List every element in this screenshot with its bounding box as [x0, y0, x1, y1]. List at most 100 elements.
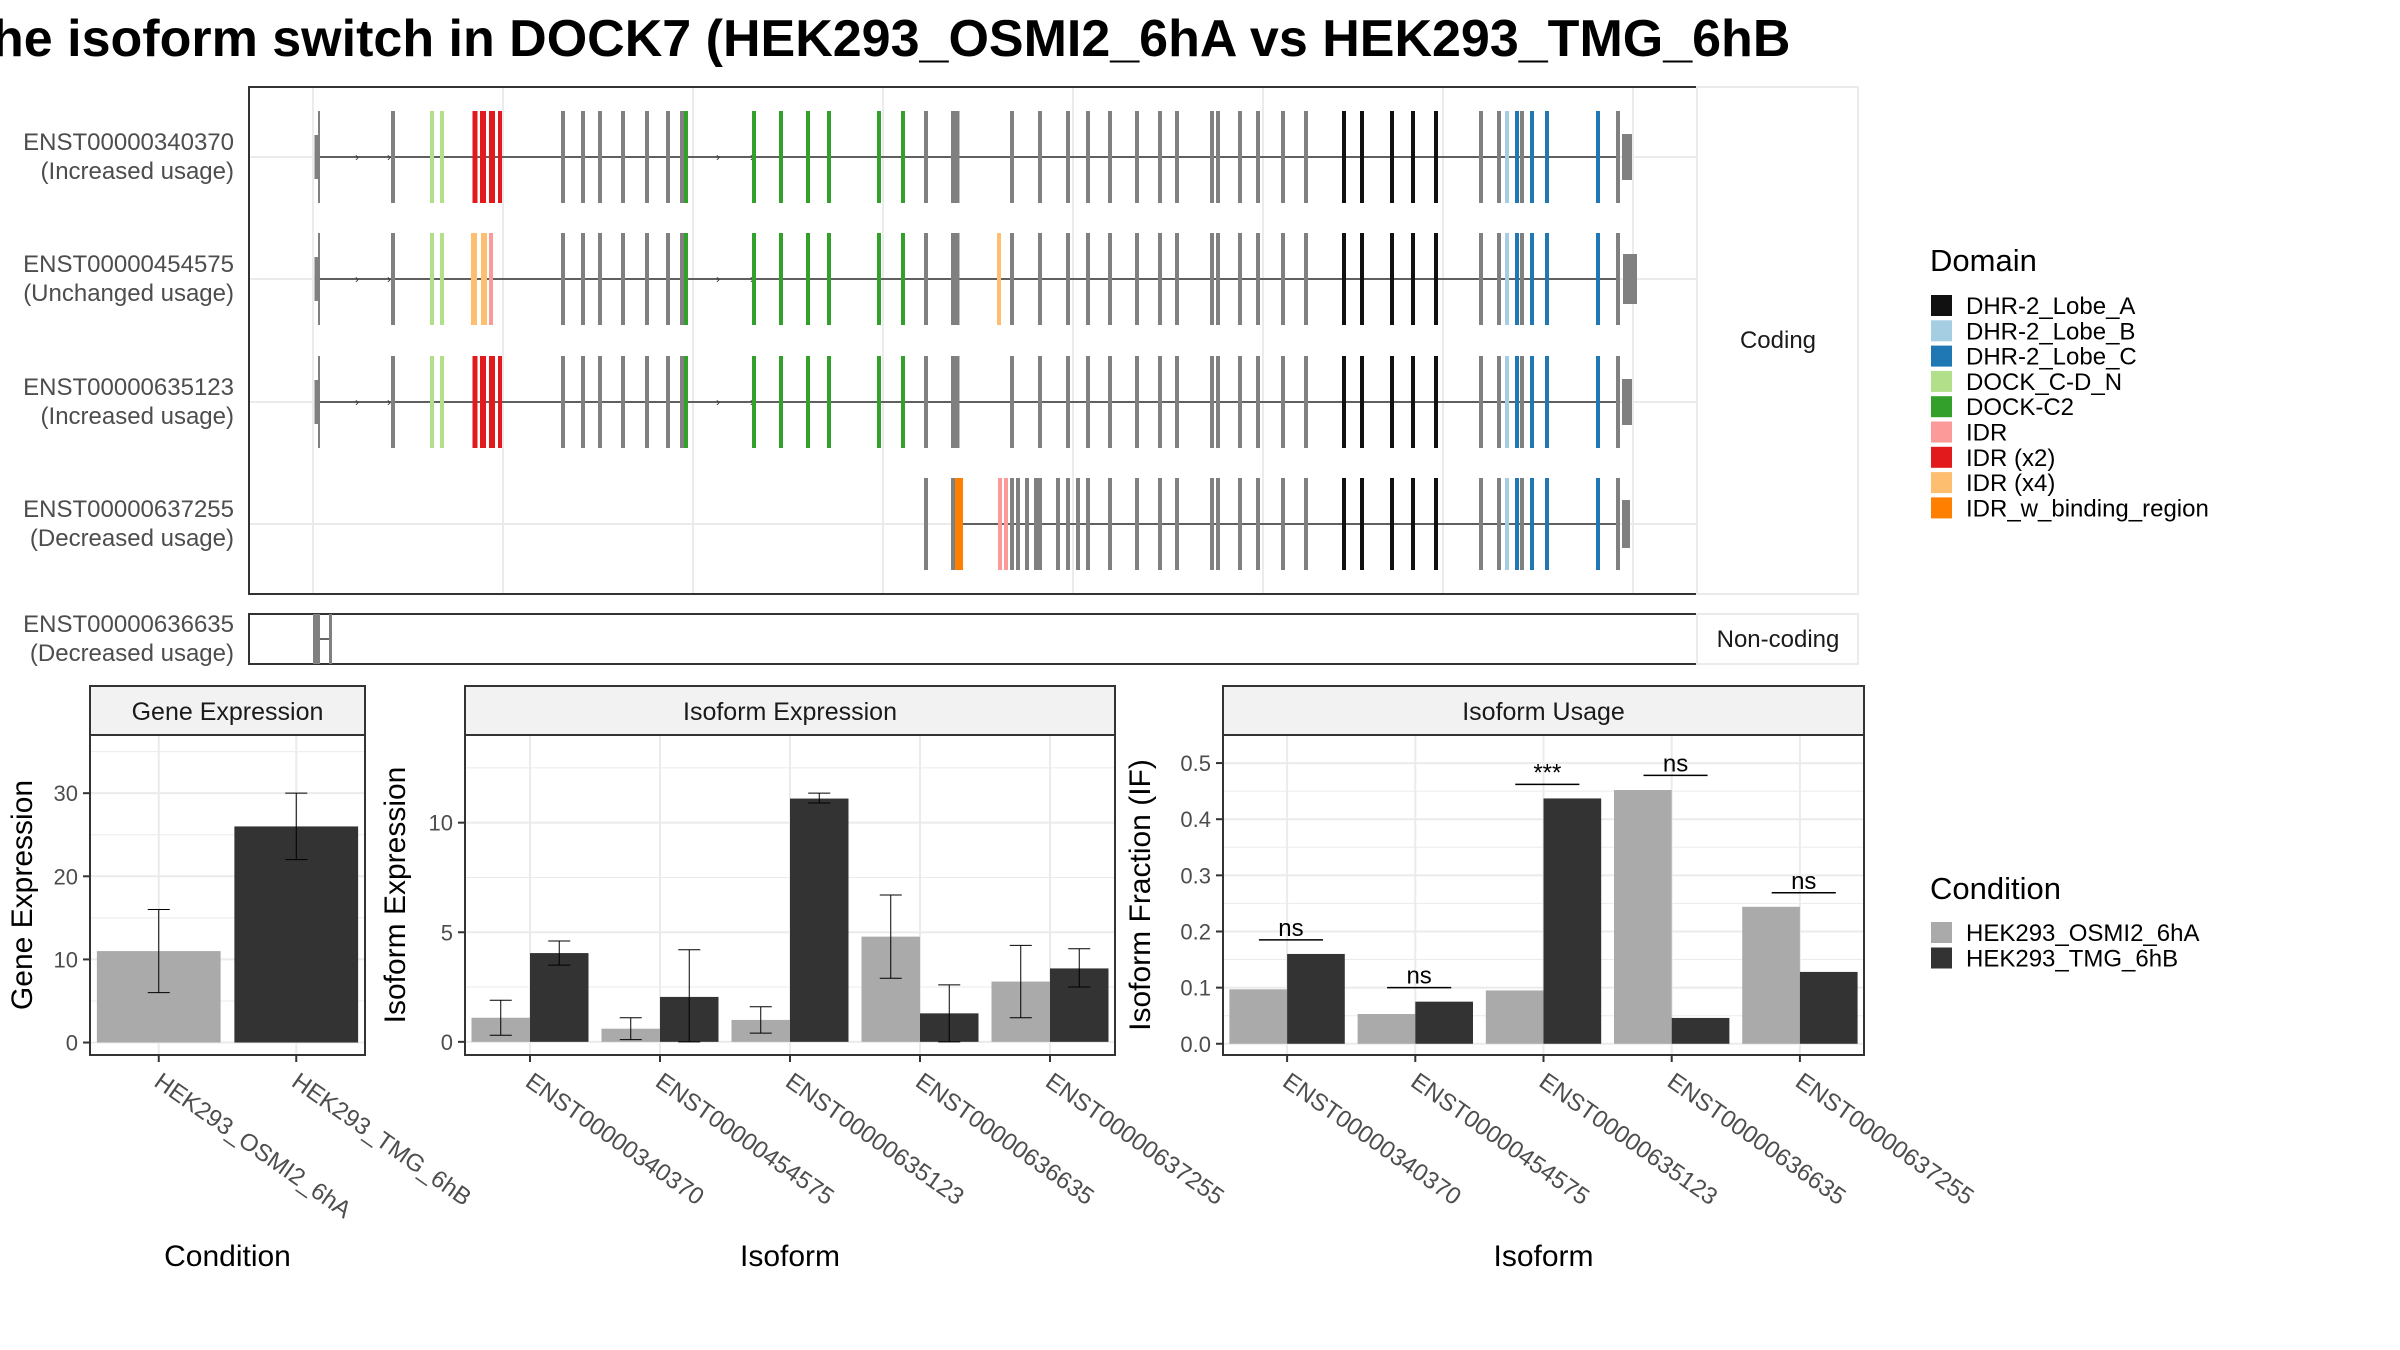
- exon: [806, 233, 810, 325]
- exon: [1515, 356, 1519, 448]
- exon: [621, 356, 625, 448]
- y-tick-label: 0: [66, 1031, 78, 1056]
- exon: [1056, 478, 1060, 570]
- exon: [1158, 478, 1162, 570]
- exon: [877, 111, 881, 203]
- exon: [1497, 111, 1501, 203]
- exon: [598, 356, 602, 448]
- exon: [480, 111, 486, 203]
- y-tick-label: 0.2: [1180, 919, 1211, 944]
- domain-legend-label: DHR-2_Lobe_A: [1966, 293, 2135, 320]
- exon: [684, 356, 688, 448]
- exon: [1530, 233, 1534, 325]
- exon: [1304, 356, 1308, 448]
- exon: [997, 233, 1001, 325]
- exon: [1390, 233, 1394, 325]
- y-tick-label: 0.4: [1180, 807, 1211, 832]
- exon: [1530, 111, 1534, 203]
- exon: [901, 356, 905, 448]
- y-tick-label: 30: [54, 781, 78, 806]
- exon: [1505, 233, 1509, 325]
- exon: [1505, 111, 1509, 203]
- exon: [1066, 478, 1070, 570]
- bar: [1799, 971, 1858, 1044]
- domain-legend-key: [1931, 472, 1952, 494]
- exon: [489, 356, 495, 448]
- exon: [1210, 233, 1214, 325]
- exon: [471, 233, 477, 325]
- transcript-usage-label: (Decreased usage): [30, 525, 234, 552]
- transcript-usage-label: (Unchanged usage): [23, 280, 234, 307]
- transcript-usage-label: (Increased usage): [41, 403, 234, 430]
- exon: [1479, 233, 1483, 325]
- x-axis-title: Condition: [164, 1240, 291, 1273]
- bar: [1485, 990, 1544, 1044]
- exon: [313, 614, 320, 664]
- exon: [1596, 356, 1600, 448]
- bar: [1543, 798, 1602, 1044]
- condition-legend-title: Condition: [1930, 871, 2061, 906]
- exon: [1497, 478, 1501, 570]
- exon: [318, 356, 320, 448]
- exon: [1086, 478, 1090, 570]
- exon: [924, 478, 928, 570]
- domain-legend-key: [1931, 497, 1952, 519]
- exon: [1216, 356, 1220, 448]
- exon: [1135, 478, 1139, 570]
- exon: [1411, 233, 1415, 325]
- exon: [901, 233, 905, 325]
- y-tick-label: 0: [441, 1030, 453, 1055]
- exon: [1616, 478, 1620, 570]
- panel-border: [89, 734, 366, 1056]
- exon: [645, 111, 649, 203]
- exon: [1281, 111, 1285, 203]
- transcript-structure-panel: ››››››››››››CodingNon-codingENST00000340…: [23, 86, 1859, 667]
- exon: [1256, 233, 1260, 325]
- exon: [391, 111, 395, 203]
- condition-legend-label: HEK293_OSMI2_6hA: [1966, 920, 2199, 947]
- bar: [530, 953, 589, 1042]
- exon: [1210, 111, 1214, 203]
- exon: [598, 233, 602, 325]
- exon: [1016, 478, 1020, 570]
- exon: [1411, 111, 1415, 203]
- x-axis-title: Isoform: [740, 1240, 840, 1273]
- transcript-model: ››››: [314, 111, 1632, 203]
- exon: [1515, 233, 1519, 325]
- exon: [1108, 111, 1112, 203]
- exon: [806, 356, 810, 448]
- noncoding-strip-label: Non-coding: [1717, 626, 1840, 653]
- exon: [1066, 111, 1070, 203]
- exon: [1238, 233, 1242, 325]
- exon: [391, 233, 395, 325]
- coding-strip: [1696, 86, 1859, 595]
- exon: [329, 614, 332, 664]
- y-tick-label: 0.3: [1180, 863, 1211, 888]
- exon: [1238, 111, 1242, 203]
- exon: [1342, 233, 1346, 325]
- strand-arrow: ›: [355, 150, 359, 164]
- domain-legend-label: DHR-2_Lobe_C: [1966, 344, 2137, 371]
- y-tick-label: 0.0: [1180, 1032, 1211, 1057]
- exon: [621, 111, 625, 203]
- domain-legend-label: DHR-2_Lobe_B: [1966, 318, 2135, 345]
- transcript-model: ››››: [314, 356, 1632, 448]
- exon: [430, 356, 434, 448]
- domain-legend-key: [1931, 345, 1952, 367]
- figure-title: he isoform switch in DOCK7 (HEK293_OSMI2…: [0, 10, 1790, 68]
- exon: [581, 233, 585, 325]
- exon: [472, 356, 478, 448]
- y-axis-title: Gene Expression: [6, 780, 39, 1010]
- exon: [1135, 111, 1139, 203]
- exon: [924, 233, 928, 325]
- significance-label: ns: [1406, 963, 1431, 990]
- exon: [1497, 356, 1501, 448]
- exon: [1545, 111, 1549, 203]
- exon: [1520, 233, 1524, 325]
- significance-label: ns: [1278, 915, 1303, 942]
- exon: [1479, 478, 1483, 570]
- exon: [1434, 233, 1438, 325]
- exon: [1010, 233, 1014, 325]
- exon: [680, 233, 684, 325]
- exon: [1360, 478, 1364, 570]
